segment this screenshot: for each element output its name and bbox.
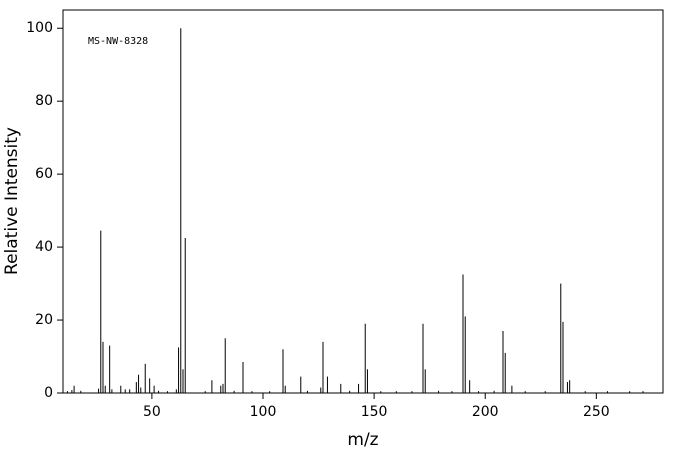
- y-tick-label: 40: [35, 239, 53, 255]
- y-tick-label: 60: [35, 166, 53, 182]
- annotation: MS-NW-8328: [88, 36, 148, 47]
- x-axis-label: m/z: [347, 430, 378, 450]
- x-tick-label: 100: [250, 404, 277, 420]
- plot-frame: [62, 9, 664, 394]
- y-axis-label: Relative Intensity: [2, 127, 22, 275]
- x-tick-label: 50: [143, 404, 161, 420]
- y-tick-label: 20: [35, 312, 53, 328]
- y-tick-label: 80: [35, 93, 53, 109]
- y-tick-label: 0: [44, 385, 53, 401]
- x-tick-label: 250: [583, 404, 610, 420]
- y-tick-label: 100: [26, 20, 53, 36]
- x-tick-label: 150: [361, 404, 388, 420]
- x-tick-label: 200: [472, 404, 499, 420]
